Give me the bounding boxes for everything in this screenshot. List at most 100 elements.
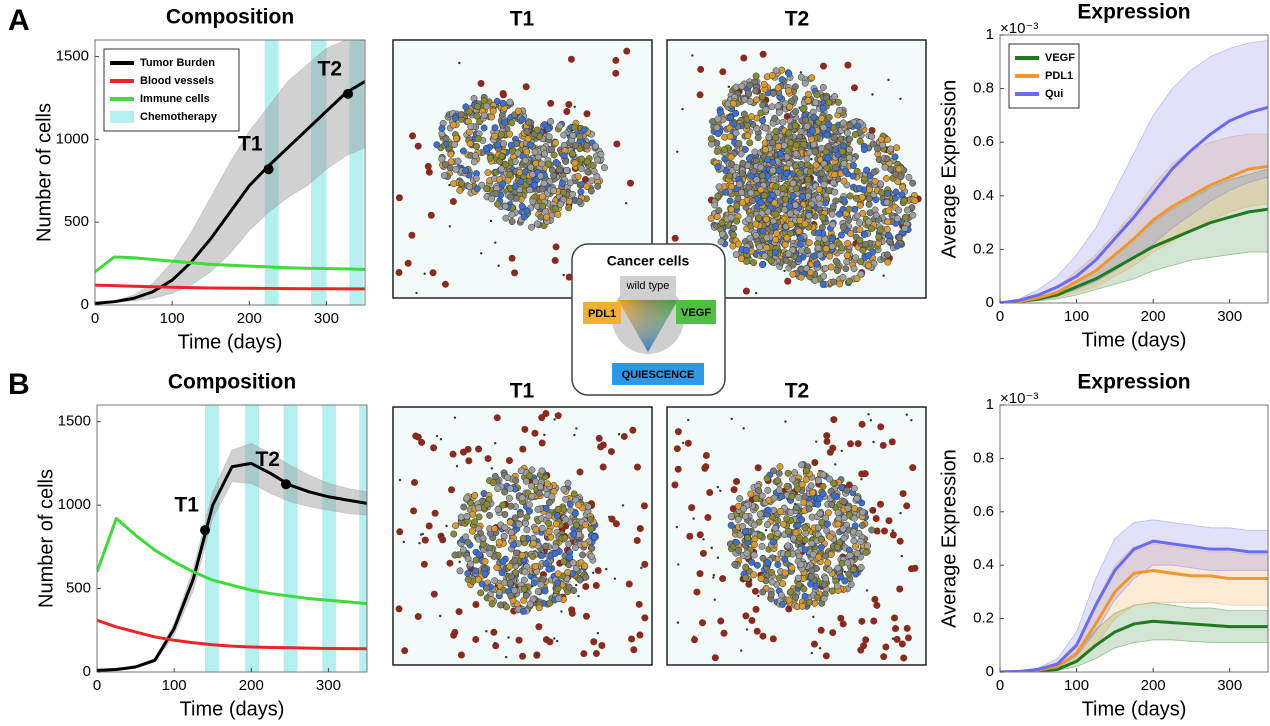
tumor-cell <box>572 142 578 148</box>
tumor-cell <box>601 164 607 170</box>
tumor-cell <box>570 560 576 566</box>
blood-vessel <box>731 486 738 493</box>
tumor-cell <box>588 553 594 559</box>
tumor-cell <box>453 166 459 172</box>
blood-vessel <box>411 479 418 486</box>
tumor-cell <box>844 259 850 265</box>
tumor-cell <box>820 105 826 111</box>
tumor-cell <box>793 505 799 511</box>
tumor-cell <box>564 569 570 575</box>
immune-dot <box>507 636 509 638</box>
tumor-cell <box>553 159 559 165</box>
blood-vessel <box>396 269 403 276</box>
tumor-cell <box>798 562 804 568</box>
tumor-cell <box>785 87 791 93</box>
tumor-cell <box>852 131 858 137</box>
tumor-cell <box>837 281 843 287</box>
tumor-cell <box>801 499 807 505</box>
tumor-cell <box>744 122 750 128</box>
tumor-cell <box>560 559 566 565</box>
blood-vessel <box>904 625 911 632</box>
tumor-cell <box>494 485 500 491</box>
tumor-cell <box>792 122 798 128</box>
tumor-cell <box>879 142 885 148</box>
y-tick-label: 1000 <box>58 496 91 513</box>
blood-vessel <box>448 486 455 493</box>
tumor-cell <box>786 160 792 166</box>
legend-label: VEGF <box>1045 52 1075 64</box>
tumor-cell <box>838 232 844 238</box>
tumor-cell <box>716 184 722 190</box>
tumor-cell <box>817 252 823 258</box>
blood-vessel <box>699 619 706 626</box>
x-tick-label: 0 <box>996 308 1004 325</box>
tumor-cell <box>793 594 799 600</box>
tumor-cell <box>813 162 819 168</box>
tumor-cell <box>733 539 739 545</box>
blood-vessel <box>859 421 866 428</box>
tumor-cell <box>836 211 842 217</box>
tumor-cell <box>777 151 783 157</box>
blood-vessel <box>409 132 416 139</box>
tumor-cell <box>560 189 566 195</box>
tumor-cell <box>450 180 456 186</box>
blood-vessel <box>885 517 892 524</box>
immune-dot <box>440 438 442 440</box>
immune-dot <box>458 62 460 64</box>
tumor-cell <box>785 470 791 476</box>
tumor-cell <box>856 185 862 191</box>
immune-dot <box>490 220 492 222</box>
tumor-cell <box>832 147 838 153</box>
y-tick-label: 0 <box>83 663 91 680</box>
blood-vessel <box>535 623 542 630</box>
tumor-cell <box>804 156 810 162</box>
tumor-cell <box>532 563 538 569</box>
blood-vessel <box>873 515 880 522</box>
blood-vessel <box>890 531 897 538</box>
x-tick-label: 300 <box>316 677 341 694</box>
wild-type-label: wild type <box>626 280 670 292</box>
tumor-cell <box>834 267 840 273</box>
blood-vessel <box>721 630 728 637</box>
tumor-cell <box>721 146 727 152</box>
tumor-cell <box>863 167 869 173</box>
tumor-cell <box>511 587 517 593</box>
tumor-cell <box>530 596 536 602</box>
panel-label: A <box>8 4 30 37</box>
tumor-cell <box>786 203 792 209</box>
tumor-cell <box>835 510 841 516</box>
tumor-cell <box>519 116 525 122</box>
blood-vessel <box>862 636 869 643</box>
tumor-cell <box>798 247 804 253</box>
tumor-cell <box>746 216 752 222</box>
tumor-cell <box>737 532 743 538</box>
tumor-cell <box>497 602 503 608</box>
tumor-cell <box>545 126 551 132</box>
chemo-span <box>359 405 367 672</box>
blood-vessel <box>396 194 403 201</box>
blood-vessel <box>415 613 422 620</box>
immune-dot <box>605 568 607 570</box>
tumor-cell <box>537 173 543 179</box>
tumor-cell <box>826 567 832 573</box>
tumor-cell <box>811 114 817 120</box>
tumor-cell <box>786 70 792 76</box>
blood-vessel <box>829 445 836 452</box>
tumor-cell <box>770 167 776 173</box>
tumor-cell <box>753 221 759 227</box>
x-tick-label: 0 <box>91 310 99 327</box>
tumor-cell <box>790 193 796 199</box>
tumor-cell <box>878 136 884 142</box>
tumor-cell <box>749 198 755 204</box>
tumor-cell <box>841 197 847 203</box>
tumor-cell <box>476 552 482 558</box>
panel-label: B <box>8 368 30 401</box>
tumor-cell <box>747 82 753 88</box>
tumor-cell <box>820 281 826 287</box>
tumor-cell <box>738 189 744 195</box>
tumor-cell <box>572 160 578 166</box>
tumor-cell <box>483 585 489 591</box>
tumor-cell <box>759 118 765 124</box>
immune-dot <box>415 292 417 294</box>
tumor-cell <box>592 143 598 149</box>
